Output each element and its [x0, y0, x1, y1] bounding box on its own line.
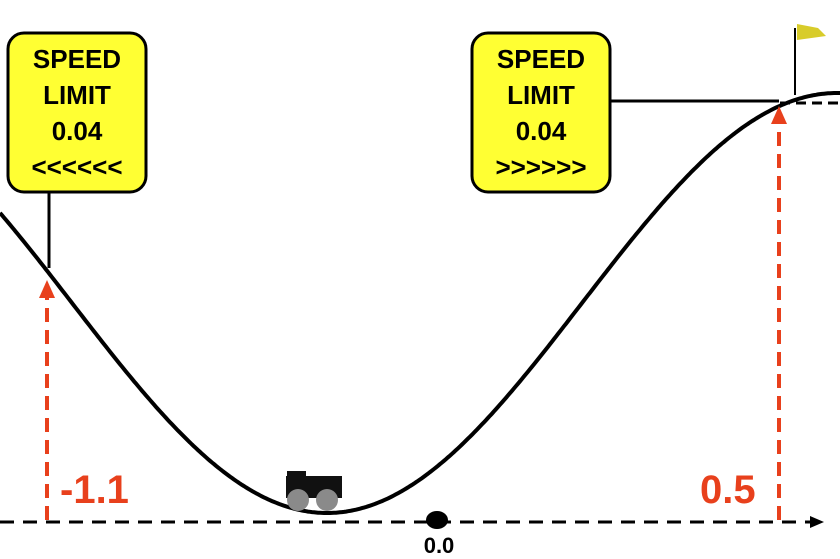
left-marker-label: -1.1 — [60, 468, 129, 512]
right-marker-label: 0.5 — [700, 468, 756, 512]
right-sign-line1: SPEED — [497, 44, 585, 74]
right-speed-limit-sign: SPEED LIMIT 0.04 >>>>>> — [470, 31, 612, 194]
origin-label: 0.0 — [424, 533, 455, 558]
left-marker-arrowhead — [39, 280, 55, 298]
hill-curve — [0, 91, 840, 515]
left-sign-line2: LIMIT — [43, 80, 111, 110]
car-icon — [286, 471, 342, 511]
origin-dot-icon — [426, 511, 448, 529]
right-sign-line3: 0.04 — [516, 116, 567, 146]
right-sign-line2: LIMIT — [507, 80, 575, 110]
left-sign-line1: SPEED — [33, 44, 121, 74]
left-sign-line4: <<<<<< — [31, 152, 122, 182]
right-sign-line4: >>>>>> — [495, 152, 586, 182]
right-marker-arrowhead — [771, 106, 787, 124]
goal-flag-icon — [794, 24, 826, 95]
left-speed-limit-sign: SPEED LIMIT 0.04 <<<<<< — [6, 31, 148, 194]
left-sign-line3: 0.04 — [52, 116, 103, 146]
